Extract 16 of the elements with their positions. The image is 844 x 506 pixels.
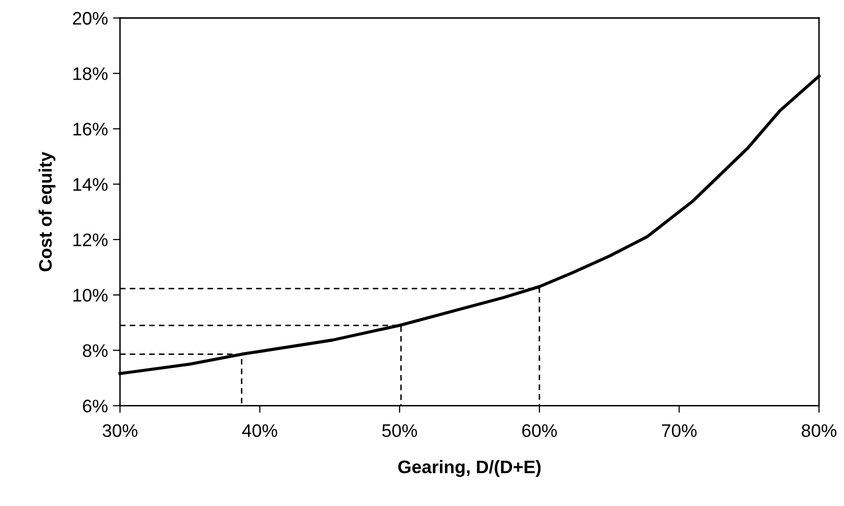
x-tick-label: 80% bbox=[802, 424, 836, 438]
x-tick-label: 70% bbox=[662, 424, 697, 438]
y-tick-label: 12% bbox=[73, 233, 108, 246]
y-tick-label: 20% bbox=[72, 12, 108, 25]
x-tick-label: 40% bbox=[242, 424, 278, 438]
y-tick-label: 6% bbox=[83, 400, 108, 412]
x-tick-label: 60% bbox=[522, 424, 557, 438]
x-axis-title: Gearing, D/(D+E) bbox=[398, 460, 541, 477]
y-tick-label: 18% bbox=[73, 67, 108, 80]
y-tick-label: 16% bbox=[73, 122, 108, 136]
x-tick-label: 30% bbox=[102, 424, 138, 438]
y-tick-label: 8% bbox=[82, 344, 108, 358]
x-tick-label: 50% bbox=[382, 424, 418, 438]
y-axis-title: Cost of equity bbox=[38, 152, 56, 272]
y-tick-label: 14% bbox=[73, 178, 108, 191]
y-tick-label: 10% bbox=[73, 288, 108, 302]
